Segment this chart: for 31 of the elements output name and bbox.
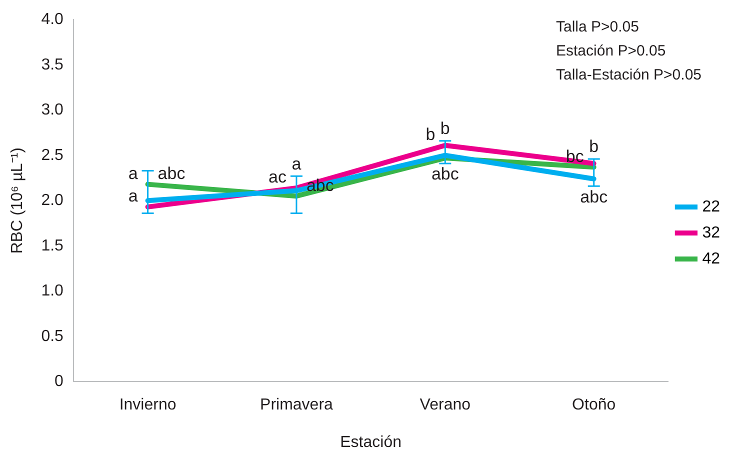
- annotation: b: [440, 119, 450, 138]
- x-tick-label: Verano: [420, 396, 471, 414]
- annotation: Talla-Estación P>0.05: [556, 66, 702, 84]
- annotation: Talla P>0.05: [556, 18, 639, 36]
- y-axis-title: RBC (10⁶ µL⁻¹): [9, 148, 26, 254]
- annotation: abc: [158, 164, 186, 183]
- x-tick-label: Otoño: [572, 396, 616, 414]
- legend-label: 42: [702, 250, 720, 268]
- legend-label: 22: [702, 198, 720, 216]
- y-tick-label: 3.0: [41, 102, 64, 119]
- x-tick-label: Primavera: [260, 396, 334, 414]
- legend-label: 32: [702, 224, 720, 242]
- y-tick-label: 0.5: [41, 328, 64, 345]
- annotation: Estación P>0.05: [556, 42, 666, 60]
- y-tick-label: 2.5: [41, 146, 64, 164]
- x-tick-label: Invierno: [119, 396, 176, 414]
- y-tick-label: 0: [54, 373, 64, 390]
- annotation: a: [128, 164, 138, 183]
- x-axis-title: Estación: [340, 434, 402, 451]
- annotation: b: [589, 137, 599, 156]
- annotation: a: [128, 186, 138, 206]
- annotation: abc: [431, 164, 460, 184]
- y-tick-label: 4.0: [41, 11, 64, 28]
- y-tick-label: 3.5: [41, 56, 64, 74]
- annotation: a: [292, 154, 302, 174]
- y-tick-label: 1.0: [41, 282, 64, 300]
- annotation: b: [426, 125, 436, 144]
- annotation: ac: [268, 168, 287, 187]
- annotation: abc: [580, 187, 608, 206]
- y-tick-label: 2.0: [41, 192, 64, 210]
- y-tick-label: 1.5: [41, 237, 64, 254]
